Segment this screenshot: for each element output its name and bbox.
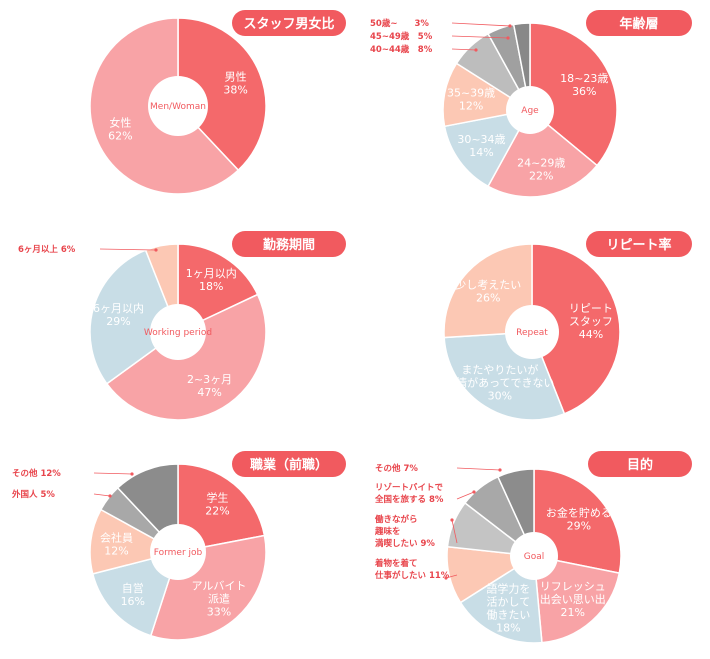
pie-slice <box>443 243 533 339</box>
external-slice-label: 着物を着て仕事がしたい 11% <box>374 558 450 581</box>
slice-label: 少し考えたい 26% <box>455 278 521 304</box>
slice-label: 18~23歳 36% <box>560 72 608 98</box>
chart-title-pill <box>586 10 692 36</box>
pie-hole <box>148 76 208 136</box>
external-slice-label: 45~49歳 5% <box>370 31 433 42</box>
leader-line <box>99 248 157 251</box>
pie-hole <box>150 304 206 360</box>
slice-label: 語学力を活かして働きたい 18% <box>486 582 530 635</box>
pie-slice <box>487 108 599 198</box>
external-slice-label: その他 12% <box>12 468 61 479</box>
slice-label: 6ヶ月以内 29% <box>93 301 144 328</box>
chart-title: スタッフ男女比 <box>243 16 334 32</box>
pie-slice <box>89 249 179 385</box>
leader-line <box>451 519 458 544</box>
slice-label: 35~39歳 12% <box>447 86 495 112</box>
pie-center-label: Age <box>521 106 539 116</box>
leader-line <box>445 574 458 579</box>
leader-dot <box>508 24 512 28</box>
external-slice-label: 働きながら趣味を満喫したい 9% <box>374 514 435 549</box>
leader-dot <box>498 468 502 472</box>
external-slice-label: その他 7% <box>375 463 418 474</box>
pie-chart-4: Repeat リピートスタッフ 44% またやりたいが事情があってできない 30% 少し考… <box>443 231 692 421</box>
pie-center-label: Former job <box>154 548 203 558</box>
slice-label: リピートスタッフ 44% <box>569 302 613 341</box>
pie-center-label: Men/Woman <box>150 102 206 112</box>
pie-slice <box>529 22 618 167</box>
pie-slice <box>89 508 181 575</box>
slice-label: 会社員 12% <box>100 531 133 558</box>
slice-label: 男性 38% <box>223 70 247 97</box>
chart-title-pill <box>232 231 346 257</box>
pie-center-label: Working period <box>144 328 212 338</box>
chart-title: リピート率 <box>606 237 671 253</box>
slice-label: お金を貯める 29% <box>546 506 612 533</box>
pie-chart-6: Goal お金を貯める 29% リフレッシュ出会い思い出 21% 語学力を活かして働きたい… <box>374 451 692 644</box>
slice-label: 1ヶ月以内 18% <box>186 266 237 293</box>
chart-title-pill <box>586 231 692 257</box>
slice-label: アルバイト派遣 33% <box>192 580 247 619</box>
leader-line <box>451 48 477 51</box>
slice-label: リフレッシュ出会い思い出 21% <box>540 580 606 619</box>
external-slice-label: 6ヶ月以上 6% <box>18 244 76 255</box>
chart-title: 勤務期間 <box>263 237 315 253</box>
pie-chart-2: Age 18~23歳 36% 24~29歳 22% 30~34歳 14% 35~39歳 12% 5… <box>370 10 692 198</box>
slice-label: 女性 62% <box>108 115 132 142</box>
pie-hole <box>510 532 558 580</box>
slice-label: 2~3ヶ月 47% <box>187 373 232 399</box>
leader-line <box>93 472 133 475</box>
chart-title-pill <box>588 451 692 477</box>
leader-dot <box>130 472 134 476</box>
pie-slice <box>533 555 621 644</box>
slice-label: 学生 22% <box>205 491 229 518</box>
pie-chart-3: Working period 1ヶ月以内 18% 2~3ヶ月 47% 6ヶ月以内 29% 6ヶ… <box>18 231 346 421</box>
leader-line <box>451 35 509 39</box>
pie-slice <box>177 17 267 172</box>
leader-line <box>93 493 111 497</box>
external-slice-label: 50歳~ 3% <box>370 18 429 29</box>
pie-hole <box>505 305 559 359</box>
leader-dot <box>472 490 476 494</box>
external-slice-label: 40~44歳 8% <box>370 44 433 55</box>
slice-label: 30~34歳 14% <box>457 133 505 159</box>
pie-center-label: Goal <box>524 552 545 562</box>
chart-title: 年齢層 <box>619 16 658 32</box>
leader-line <box>451 22 511 27</box>
leader-line <box>456 491 475 500</box>
leader-dot <box>474 48 478 52</box>
pie-slice <box>443 108 532 188</box>
slice-label: 24~29歳 22% <box>517 156 565 182</box>
slice-label: 自営 16% <box>121 581 145 608</box>
pie-hole <box>150 524 206 580</box>
pie-slice <box>177 463 266 553</box>
pie-hole <box>506 86 554 134</box>
chart-title-pill <box>232 451 346 477</box>
pie-center-label: Repeat <box>516 328 548 338</box>
chart-title: 目的 <box>627 457 653 473</box>
leader-dot <box>154 248 158 252</box>
chart-title: 職業（前職） <box>250 457 328 473</box>
slice-label: またやりたいが事情があってできない 30% <box>445 363 554 403</box>
pie-slice <box>177 243 259 334</box>
pie-slice <box>91 550 180 637</box>
external-slice-label: 外国人 5% <box>11 489 55 500</box>
pie-chart-5: Former job 学生 22% アルバイト派遣 33% 自営 16% 会社員 12% その他 … <box>11 451 346 641</box>
chart-title-pill <box>232 10 346 36</box>
pie-slice <box>459 554 543 644</box>
leader-line <box>456 467 501 471</box>
leader-dot <box>450 518 454 522</box>
external-slice-label: リゾートバイトで全国を旅する 8% <box>374 482 444 505</box>
pie-chart-1: Men/Woman 男性 38% 女性 62% スタッフ男女比 <box>89 10 346 195</box>
leader-dot <box>108 494 112 498</box>
pie-slice <box>531 243 621 415</box>
leader-dot <box>506 36 510 40</box>
leader-dot <box>444 576 448 580</box>
